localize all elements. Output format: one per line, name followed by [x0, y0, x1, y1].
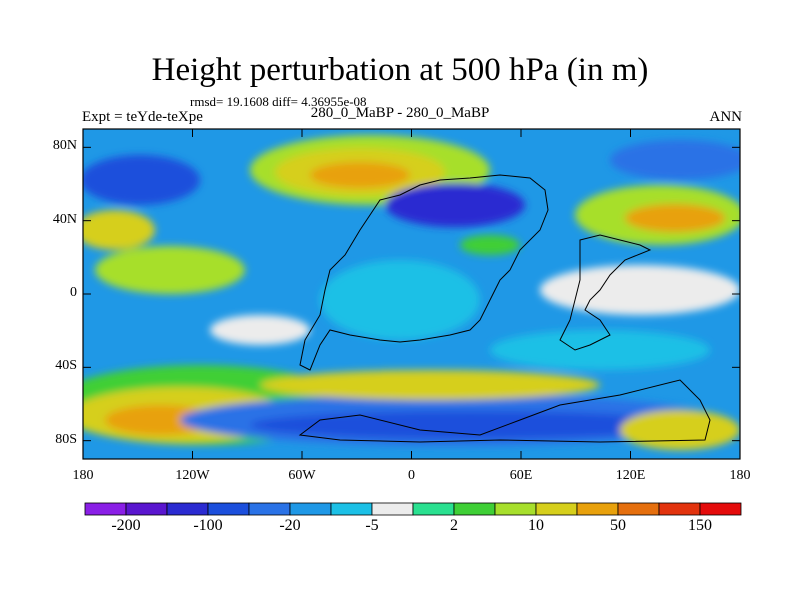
y-tick-label: 80N: [52, 138, 77, 154]
x-tick-label: 120E: [615, 468, 646, 483]
y-ticks: [83, 146, 740, 442]
colorbar-swatch: [617, 502, 660, 516]
field-blob: [540, 265, 740, 315]
colorbar-label: 10: [528, 517, 544, 534]
colorbar-swatch: [658, 502, 701, 516]
colorbar-label: 50: [610, 517, 626, 534]
field-blob: [83, 210, 155, 250]
field-blob: [210, 315, 310, 345]
x-tick-label: 180: [729, 468, 751, 483]
colorbar-swatch: [330, 502, 373, 516]
colorbar-swatch: [494, 502, 537, 516]
colorbar-swatch: [699, 502, 742, 516]
colorbar: [84, 502, 742, 516]
colorbar-swatch: [412, 502, 455, 516]
y-tick-label: 80S: [55, 431, 77, 447]
field-blob: [625, 204, 725, 232]
colorbar-swatch: [125, 502, 168, 516]
chart-title: Height perturbation at 500 hPa (in m): [151, 52, 649, 88]
colorbar-label: 150: [688, 517, 712, 534]
colorbar-swatch: [371, 502, 414, 516]
colorbar-label: -200: [111, 517, 141, 534]
colorbar-swatch: [289, 502, 332, 516]
y-tick-label: 0: [70, 285, 77, 300]
stats-text: rmsd= 19.1608 diff= 4.36955e-08: [190, 94, 367, 109]
colorbar-swatch: [453, 502, 496, 516]
x-tick-label: 60E: [509, 468, 533, 483]
colorbar-label: -20: [279, 517, 301, 534]
subtitle: 280_0_MaBP - 280_0_MaBP: [310, 105, 490, 121]
colorbar-swatch: [535, 502, 578, 516]
field-blob: [385, 183, 525, 227]
colorbar-label: 2: [450, 517, 458, 534]
colorbar-swatch: [248, 502, 291, 516]
field-blob: [310, 162, 410, 188]
field-blob: [490, 330, 710, 370]
x-tick-label: 120W: [175, 468, 210, 483]
colorbar-swatch: [207, 502, 250, 516]
field-blob: [460, 235, 520, 255]
field-blob: [320, 260, 480, 340]
colorbar-label: -5: [365, 517, 379, 534]
field-layer: [83, 129, 740, 459]
colorbar-label: -100: [193, 517, 223, 534]
season-label: ANN: [709, 109, 743, 125]
colorbar-swatch: [166, 502, 209, 516]
field-blob: [83, 155, 200, 205]
field-blob: [260, 370, 600, 400]
coastlines: [298, 174, 711, 443]
experiment-label: Expt = teYde-teXpe: [82, 109, 203, 125]
field-blob: [250, 411, 690, 439]
field-blob: [105, 405, 215, 435]
x-ticks: [82, 129, 741, 459]
y-tick-label: 40N: [52, 211, 77, 227]
colorbar-swatch: [576, 502, 619, 516]
x-tick-label: 180: [72, 468, 94, 483]
y-tick-label: 40S: [55, 358, 77, 374]
field-blob: [610, 140, 740, 180]
field-blob: [95, 246, 245, 294]
x-tick-label: 0: [408, 468, 415, 483]
x-tick-label: 60W: [288, 468, 316, 483]
field-blob: [620, 410, 740, 450]
colorbar-swatch: [84, 502, 127, 516]
